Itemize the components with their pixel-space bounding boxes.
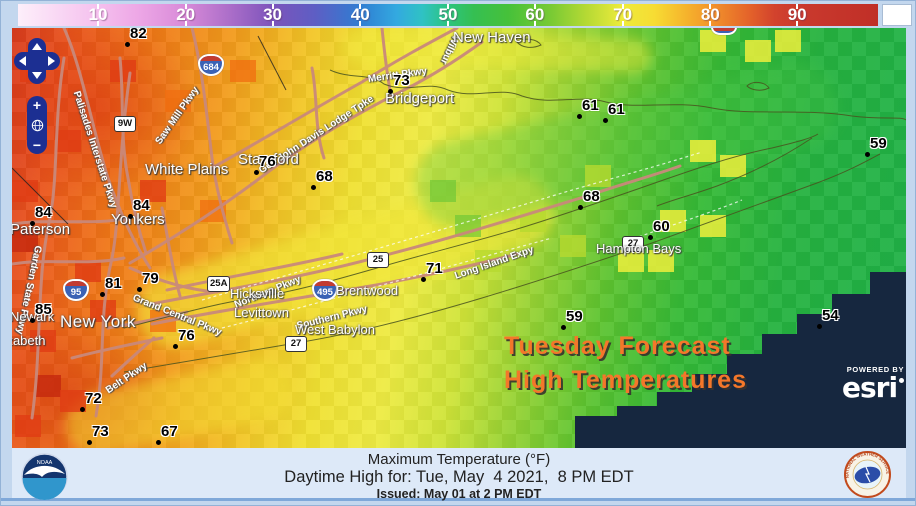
- route-25-shield: 25: [367, 252, 389, 268]
- station-dot: [577, 114, 582, 119]
- scale-label: 70: [613, 5, 633, 24]
- pan-right-arrow-icon[interactable]: [48, 56, 55, 66]
- station-dot: [128, 214, 133, 219]
- interstate-95-shield: 95: [63, 279, 89, 301]
- esri-logo: esri: [842, 373, 904, 402]
- noaa-logo: NOAA: [21, 453, 68, 505]
- scale-end-box: [882, 4, 912, 26]
- city-label-new-york: New York: [60, 312, 136, 331]
- station-dot: [100, 292, 105, 297]
- map-nav-controls: + −: [14, 38, 60, 154]
- station-dot: [80, 407, 85, 412]
- city-label-hampton-bays: Hampton Bays: [596, 241, 682, 256]
- zoom-out-button[interactable]: −: [32, 137, 42, 153]
- scale-label: 30: [263, 5, 283, 24]
- temperature-scale-bar: 10 20 30 40 50 60 70 80 90: [18, 4, 878, 26]
- pan-control[interactable]: [14, 38, 60, 84]
- globe-icon[interactable]: [31, 119, 44, 132]
- station-dot: [817, 324, 822, 329]
- nws-logo: NATIONAL WEATHER SERVICE: [844, 451, 891, 503]
- station-dot: [648, 235, 653, 240]
- caption-issued: Issued: May 01 at 2 PM EDT: [376, 487, 542, 501]
- station-dot: [388, 89, 393, 94]
- powered-by-label: POWERED BY: [846, 365, 905, 374]
- pan-up-arrow-icon[interactable]: [32, 43, 42, 50]
- station-dot: [421, 277, 426, 282]
- city-label-elizabeth: Elizabeth: [12, 333, 46, 348]
- route-25a-shield: 25A: [207, 276, 231, 292]
- city-label-paterson: Paterson: [12, 221, 71, 238]
- station-dot: [254, 170, 259, 175]
- station-dot: [30, 318, 35, 323]
- city-label-brentwood: Brentwood: [336, 283, 399, 298]
- scale-label: 50: [438, 5, 458, 24]
- route-27-shield: 27: [285, 336, 307, 352]
- annotation-line-1: Tuesday Forecast: [504, 332, 731, 360]
- city-label-bridgeport: Bridgeport: [385, 90, 455, 107]
- route-9w-shield: 9W: [114, 116, 136, 132]
- station-dot: [173, 344, 178, 349]
- city-label-hicksville: Hicksville: [230, 286, 285, 301]
- station-dot: [603, 118, 608, 123]
- station-dot: [311, 185, 316, 190]
- pan-left-arrow-icon[interactable]: [19, 56, 26, 66]
- caption-bar: Maximum Temperature (°F) Daytime High fo…: [12, 448, 906, 501]
- scale-label: 10: [88, 5, 108, 24]
- esri-attribution: POWERED BY esri: [842, 366, 904, 402]
- forecast-annotation: Tuesday Forecast High Temperatures: [504, 329, 747, 397]
- scale-label: 20: [176, 5, 196, 24]
- caption-valid: Daytime High for: Tue, May 4 2021, 8 PM …: [284, 468, 634, 486]
- scale-label: 40: [350, 5, 370, 24]
- station-dot: [125, 42, 130, 47]
- coastline-lines: [123, 38, 906, 373]
- station-dot: [578, 205, 583, 210]
- scale-label: 90: [787, 5, 807, 24]
- scale-label: 80: [700, 5, 720, 24]
- ocean-polygon: [575, 272, 906, 448]
- map-geography-layer: [12, 28, 906, 448]
- pan-down-arrow-icon[interactable]: [32, 72, 42, 79]
- zoom-bar: + −: [27, 96, 47, 154]
- scale-label: 60: [525, 5, 545, 24]
- city-label-levittown: Levittown: [234, 305, 289, 320]
- station-dot: [87, 440, 92, 445]
- city-label-stamford: Stamford: [238, 151, 299, 168]
- city-label-white-plains: White Plains: [145, 161, 229, 178]
- noaa-logo-text: NOAA: [37, 460, 53, 466]
- station-dot: [137, 287, 142, 292]
- route-27-east-shield: 27: [622, 236, 644, 252]
- zoom-in-button[interactable]: +: [32, 97, 42, 113]
- forecast-map-canvas[interactable]: 684 95 495 9W 25A 25 27 27 Palisades Int…: [12, 28, 906, 448]
- bottom-frame-line: [1, 498, 915, 501]
- annotation-line-2: High Temperatures: [504, 366, 747, 394]
- station-dot: [156, 440, 161, 445]
- station-dot: [30, 221, 35, 226]
- station-dot: [561, 325, 566, 330]
- city-label-west-babylon: West Babylon: [295, 322, 375, 337]
- caption-title: Maximum Temperature (°F): [367, 451, 551, 468]
- station-dot: [865, 152, 870, 157]
- city-label-new-haven: New Haven: [453, 29, 531, 46]
